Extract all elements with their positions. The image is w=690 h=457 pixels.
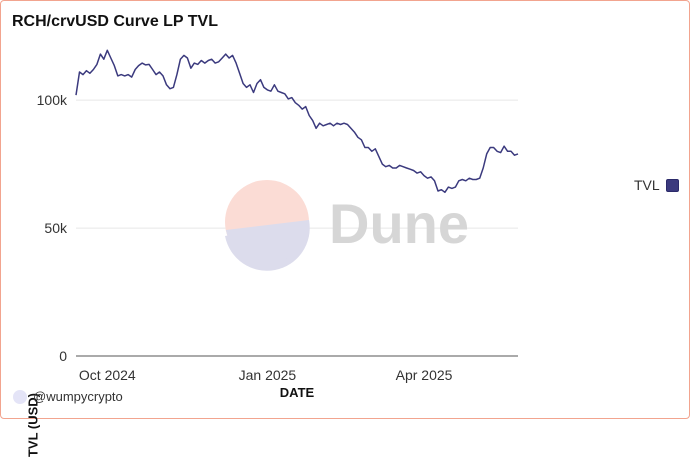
line-chart: Dune 0 50k 100k Oct 2024 Jan 2025 Apr 2025 xyxy=(37,49,519,383)
x-tick-label: Jan 2025 xyxy=(239,367,297,383)
chart-title: RCH/crvUSD Curve LP TVL xyxy=(12,13,218,30)
x-tick-label: Oct 2024 xyxy=(79,367,136,383)
x-tick-labels: Oct 2024 Jan 2025 Apr 2025 xyxy=(79,367,453,383)
author-handle[interactable]: @wumpycrypto xyxy=(33,389,123,404)
watermark-text: Dune xyxy=(329,192,469,255)
footer: @wumpycrypto xyxy=(13,389,123,404)
y-tick-labels: 0 50k 100k xyxy=(37,92,68,364)
watermark-circle-lower-fill xyxy=(225,220,310,264)
y-tick-label: 50k xyxy=(44,220,68,236)
series-line-tvl xyxy=(75,49,519,194)
dune-watermark: Dune xyxy=(225,180,469,271)
x-axis-label: DATE xyxy=(279,385,315,400)
legend-swatch xyxy=(665,178,679,192)
legend[interactable]: TVL xyxy=(634,177,679,193)
avatar xyxy=(13,389,27,404)
y-tick-label: 0 xyxy=(59,348,67,364)
x-tick-label: Apr 2025 xyxy=(396,367,453,383)
legend-label: TVL xyxy=(634,177,660,193)
y-tick-label: 100k xyxy=(37,92,68,108)
